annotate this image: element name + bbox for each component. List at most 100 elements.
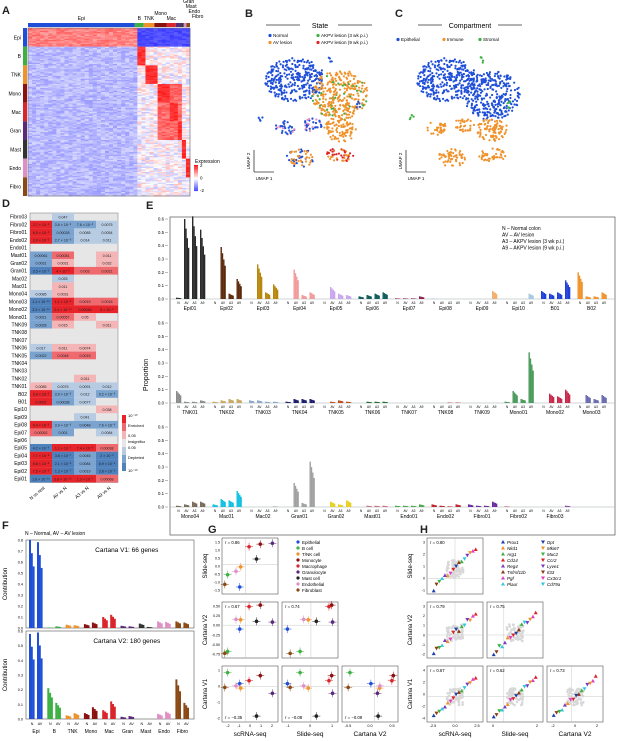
heatmap-cell (100, 173, 106, 175)
heatmap-cell (88, 110, 94, 113)
heatmap-cell (40, 73, 45, 75)
heatmap-cell (28, 172, 33, 174)
heatmap-cell (125, 38, 130, 41)
heatmap-cell (32, 82, 37, 85)
heatmap-cell (117, 57, 122, 59)
heatmap-cell (117, 68, 122, 70)
heatmap-cell (125, 118, 130, 121)
heatmap-cell (113, 52, 118, 54)
heatmap-cell (72, 186, 77, 189)
heatmap-cell (141, 137, 146, 139)
heatmap-cell (32, 146, 37, 149)
heatmap-cell (48, 80, 53, 82)
heatmap-cell (121, 48, 126, 50)
heatmap-cell (48, 141, 53, 143)
heatmap-cell (173, 70, 179, 73)
heatmap-cell (32, 157, 37, 159)
heatmap-cell (80, 125, 85, 127)
heatmap-cell (84, 184, 90, 186)
heatmap-cell (52, 29, 57, 31)
heatmap-cell (40, 40, 45, 42)
heatmap-cell (153, 37, 158, 39)
heatmap-cell (109, 40, 114, 42)
heatmap-cell (104, 89, 110, 91)
heatmap-cell (68, 114, 73, 117)
heatmap-cell (177, 112, 183, 114)
heatmap-cell (145, 78, 150, 81)
heatmap-cell (109, 124, 114, 126)
heatmap-cell (161, 172, 166, 174)
heatmap-cell (92, 149, 98, 151)
heatmap-cell (76, 140, 81, 142)
heatmap-cell (52, 78, 57, 81)
heatmap-cell (68, 181, 73, 183)
heatmap-cell (161, 106, 166, 109)
heatmap-cell (60, 106, 65, 109)
heatmap-cell (149, 122, 154, 125)
heatmap-cell (60, 45, 65, 47)
heatmap-cell (169, 85, 175, 87)
heatmap-cell (173, 96, 179, 98)
heatmap-cell (141, 166, 146, 169)
heatmap-cell (109, 166, 114, 169)
heatmap-cell (92, 185, 98, 187)
heatmap-cell (28, 146, 33, 149)
heatmap-cell (44, 120, 49, 122)
heatmap-cell (109, 38, 114, 41)
heatmap-cell (169, 160, 175, 162)
heatmap-cell (113, 181, 118, 183)
heatmap-cell (133, 46, 138, 49)
heatmap-cell (76, 49, 81, 51)
heatmap-cell (32, 182, 37, 185)
heatmap-cell (92, 141, 98, 143)
heatmap-cell (44, 166, 49, 169)
heatmap-cell (173, 92, 179, 94)
heatmap-cell (185, 62, 191, 65)
heatmap-cell (177, 184, 183, 186)
heatmap-cell (121, 60, 126, 62)
heatmap-cell (28, 70, 33, 73)
heatmap-cell (137, 84, 142, 86)
heatmap-cell (137, 90, 142, 93)
heatmap-cell (40, 162, 45, 165)
heatmap-cell (100, 152, 106, 154)
heatmap-cell (133, 57, 138, 59)
heatmap-cell (48, 172, 53, 174)
heatmap-cell (48, 64, 53, 66)
heatmap-cell (117, 100, 122, 102)
heatmap-cell (161, 53, 166, 55)
heatmap-cell (121, 165, 126, 167)
heatmap-cell (145, 62, 150, 65)
heatmap-cell (80, 32, 85, 34)
heatmap-cell (88, 121, 94, 123)
heatmap-cell (113, 172, 118, 174)
heatmap-cell (68, 178, 73, 181)
heatmap-cell (36, 76, 41, 78)
heatmap-cell (129, 77, 134, 79)
heatmap-cell (40, 72, 45, 74)
heatmap-cell (28, 120, 33, 122)
heatmap-cell (88, 29, 94, 31)
heatmap-cell (125, 129, 130, 131)
heatmap-cell (84, 121, 90, 123)
heatmap-cell (104, 112, 110, 114)
heatmap-cell (145, 164, 150, 166)
heatmap-cell (181, 137, 187, 139)
heatmap-cell (117, 112, 122, 114)
heatmap-cell (68, 146, 73, 149)
heatmap-cell (64, 176, 69, 178)
heatmap-cell (177, 69, 183, 71)
heatmap-cell (141, 192, 146, 194)
heatmap-cell (64, 89, 69, 91)
heatmap-cell (113, 58, 118, 61)
heatmap-cell (60, 44, 65, 46)
heatmap-cell (84, 84, 90, 86)
heatmap-cell (76, 41, 81, 43)
heatmap-cell (68, 46, 73, 49)
heatmap-cell (185, 81, 191, 83)
heatmap-cell (129, 153, 134, 155)
heatmap-cell (40, 34, 45, 37)
heatmap-cell (169, 57, 175, 59)
heatmap-cell (185, 52, 191, 54)
heatmap-cell (100, 70, 106, 73)
